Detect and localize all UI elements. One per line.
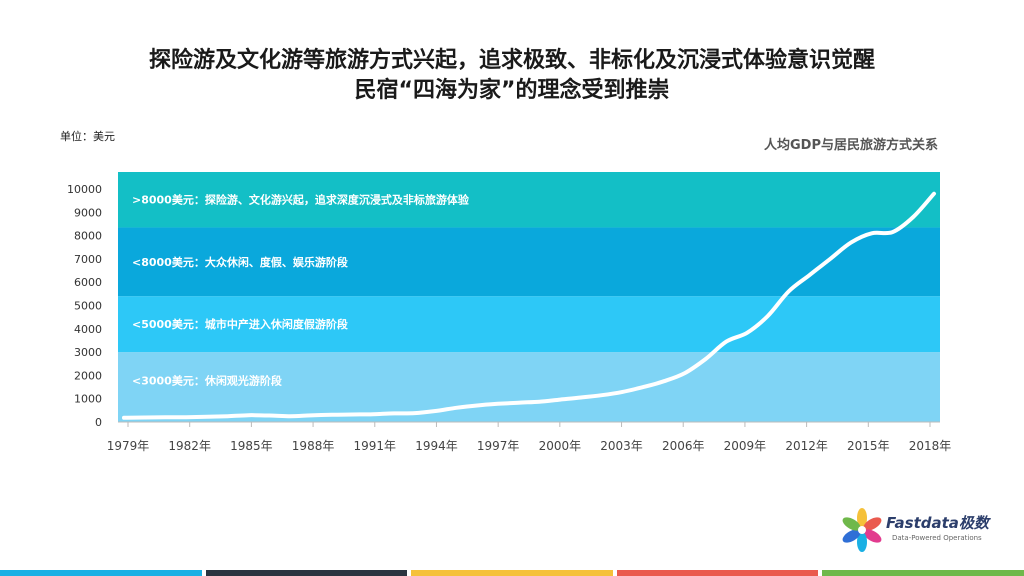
brand-tagline: Data-Powered Operations: [892, 534, 982, 542]
stage-band-label-2: <5000美元：城市中产进入休闲度假游阶段: [132, 317, 348, 331]
y-tick-label: 10000: [67, 183, 102, 196]
y-tick-label: 6000: [74, 276, 102, 289]
x-tick-label: 1988年: [292, 439, 335, 453]
stage-band-label-1: <3000美元：休闲观光游阶段: [132, 374, 282, 388]
y-tick-label: 9000: [74, 206, 102, 219]
y-tick-label: 1000: [74, 393, 102, 406]
unit-label: 单位：美元: [60, 130, 115, 143]
y-tick-label: 4000: [74, 323, 102, 336]
logo-flower-icon: [842, 508, 882, 552]
stage-band-4: [118, 172, 940, 228]
stage-band-labels: <3000美元：休闲观光游阶段 <5000美元：城市中产进入休闲度假游阶段 <800…: [132, 193, 470, 388]
title-line-2: 民宿“四海为家”的理念受到推崇: [354, 78, 670, 103]
stage-band-label-4: >8000美元：探险游、文化游兴起，追求深度沉浸式及非标旅游体验: [132, 193, 470, 207]
chart-title: 人均GDP与居民旅游方式关系: [764, 138, 938, 153]
x-tick-label: 1991年: [353, 439, 396, 453]
x-axis: 1979年 1982年 1985年 1988年 1991年 1994年 1997年 2000年…: [107, 422, 952, 453]
y-tick-label: 3000: [74, 346, 102, 359]
x-tick-label: 2000年: [539, 439, 582, 453]
y-tick-label: 5000: [74, 300, 102, 313]
y-tick-label: 0: [95, 416, 102, 429]
stage-band-1: [118, 352, 940, 422]
gdp-series-line: [122, 191, 936, 420]
gdp-tourism-chart: <3000美元：休闲观光游阶段 <5000美元：城市中产进入休闲度假游阶段 <800…: [67, 172, 952, 453]
x-tick-label: 1997年: [477, 439, 520, 453]
brand-logo: Fastdata极数 Data-Powered Operations: [840, 506, 1000, 554]
y-tick-label: 7000: [74, 253, 102, 266]
stage-band-label-3: <8000美元：大众休闲、度假、娱乐游阶段: [132, 255, 348, 269]
x-tick-label: 1994年: [415, 439, 458, 453]
page-title: 探险游及文化游等旅游方式兴起，追求极致、非标化及沉浸式体验意识觉醒 民宿“四海为…: [0, 46, 1024, 106]
stage-band-3: [118, 227, 940, 297]
bottom-bar-segment-5: [822, 570, 1024, 576]
stage-band-2: [118, 296, 940, 353]
y-axis: 0 1000 2000 3000 4000 5000 6000 7000 8000 9000 100…: [67, 183, 102, 429]
x-tick-label: 1982年: [168, 439, 211, 453]
bottom-color-bar: [0, 570, 1024, 576]
x-tick-label: 1985年: [230, 439, 273, 453]
y-tick-label: 2000: [74, 369, 102, 382]
x-tick-label: 2015年: [847, 439, 890, 453]
x-tick-label: 2003年: [600, 439, 643, 453]
brand-name: Fastdata极数: [886, 514, 989, 532]
bottom-bar-segment-1: [0, 570, 202, 576]
title-line-1: 探险游及文化游等旅游方式兴起，追求极致、非标化及沉浸式体验意识觉醒: [148, 48, 875, 73]
y-tick-label: 8000: [74, 230, 102, 243]
x-tick-label: 2006年: [662, 439, 705, 453]
bottom-bar-segment-3: [411, 570, 613, 576]
x-tick-label: 2012年: [785, 439, 828, 453]
stage-bands: [118, 172, 940, 422]
x-tick-label: 2018年: [909, 439, 952, 453]
x-tick-label: 2009年: [724, 439, 767, 453]
x-tick-label: 1979年: [107, 439, 150, 453]
bottom-bar-segment-2: [205, 570, 408, 576]
bottom-bar-segment-4: [616, 570, 819, 576]
